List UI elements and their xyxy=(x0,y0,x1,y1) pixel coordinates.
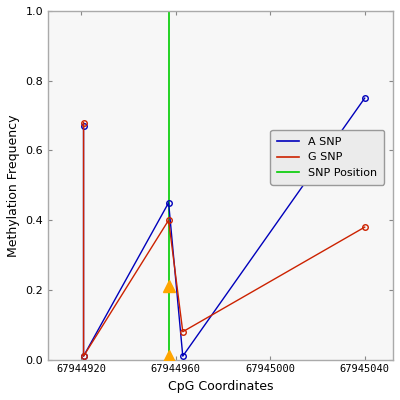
Y-axis label: Methylation Frequency: Methylation Frequency xyxy=(7,114,20,256)
Legend: A SNP, G SNP, SNP Position: A SNP, G SNP, SNP Position xyxy=(270,130,384,185)
X-axis label: CpG Coordinates: CpG Coordinates xyxy=(168,380,273,393)
